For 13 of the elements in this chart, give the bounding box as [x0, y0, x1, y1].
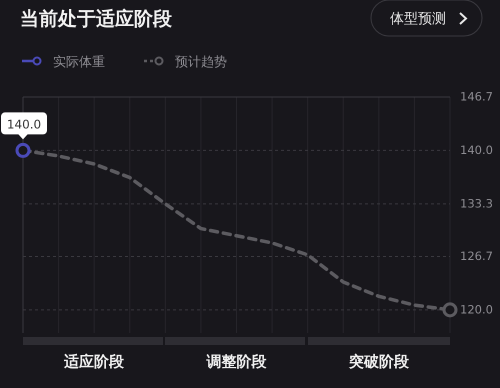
y-tick-label: 140.0	[460, 143, 493, 158]
y-tick-label: 120.0	[460, 302, 493, 317]
text: 体型预测	[390, 11, 446, 27]
legend-label: 预计趋势	[175, 55, 227, 70]
x-tick-label: 突破阶段	[348, 352, 410, 371]
legend-label: 实际体重	[53, 55, 105, 70]
chart-title: 当前处于适应阶段	[20, 8, 173, 30]
x-tick-label: 调整阶段	[206, 352, 268, 371]
y-tick-label: 146.7	[460, 90, 493, 104]
data-label: 140.0	[6, 117, 42, 132]
x-tick-label: 适应阶段	[63, 352, 126, 371]
y-tick-label: 126.7	[460, 249, 493, 264]
y-tick-label: 133.3	[460, 196, 493, 211]
